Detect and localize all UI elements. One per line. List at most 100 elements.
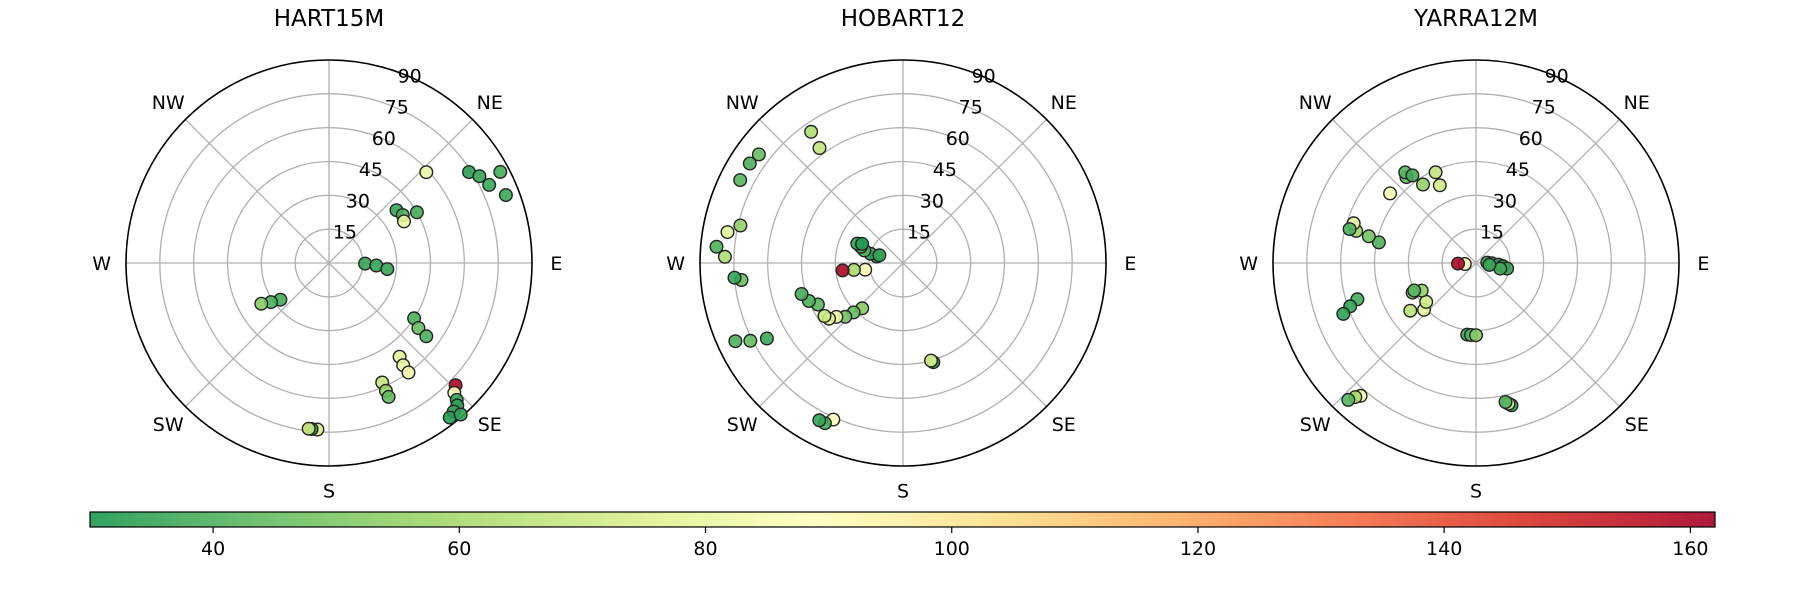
data-point — [855, 236, 870, 251]
r-tick-label: 90 — [1545, 65, 1569, 87]
r-tick-label: 75 — [385, 97, 409, 119]
data-point — [728, 334, 743, 349]
data-point — [835, 263, 850, 278]
direction-label-e: E — [1697, 253, 1709, 275]
r-tick-label: 60 — [372, 128, 396, 150]
direction-label-se: SE — [1052, 414, 1076, 436]
direction-label-e: E — [550, 253, 562, 275]
colorbar-ticks: 40 60 80 100 120 140 160 — [201, 527, 1709, 560]
r-tick-label: 90 — [398, 65, 422, 87]
data-point — [381, 389, 396, 404]
data-point — [1498, 395, 1513, 410]
panel-title: HART15M — [274, 6, 385, 32]
colorbar: 40 60 80 100 120 140 160 — [89, 511, 1716, 560]
data-point — [720, 225, 735, 240]
data-point — [794, 287, 809, 302]
panel-title: HOBART12 — [841, 6, 966, 32]
direction-label-sw: SW — [1300, 414, 1331, 436]
r-tick-label: 60 — [1519, 128, 1543, 150]
grid-spoke — [1331, 262, 1477, 408]
r-tick-label: 30 — [920, 190, 944, 212]
direction-label-w: W — [666, 253, 685, 275]
data-point — [817, 309, 832, 324]
polar-frame — [699, 59, 1107, 467]
r-tick-label: 45 — [933, 159, 957, 181]
data-point — [743, 333, 758, 348]
polar-panel-2: 15 30 45 60 75 90 E NE NW W SW S SE YARRA12M — [1239, 6, 1709, 502]
data-point — [709, 239, 724, 254]
data-point — [1403, 303, 1418, 318]
data-point — [1371, 235, 1386, 250]
grid-spoke — [902, 118, 1048, 264]
data-point — [453, 407, 468, 422]
data-point — [1432, 178, 1447, 193]
r-tick-label: 60 — [946, 128, 970, 150]
data-point — [493, 164, 508, 179]
data-point — [1482, 257, 1497, 272]
data-point — [812, 140, 827, 155]
r-tick-label: 45 — [1506, 159, 1530, 181]
data-point — [804, 124, 819, 139]
colorbar-gradient — [89, 511, 1716, 528]
colorbar-tick-label: 140 — [1426, 538, 1462, 560]
r-tick-label: 15 — [333, 222, 357, 244]
direction-label-s: S — [897, 480, 909, 502]
direction-label-nw: NW — [726, 92, 759, 114]
r-tick-label: 90 — [972, 65, 996, 87]
data-point — [1468, 328, 1483, 343]
grid-spoke — [758, 262, 904, 408]
panel-title: YARRA12M — [1413, 6, 1538, 32]
data-point — [733, 218, 748, 233]
data-point — [1336, 306, 1351, 321]
data-point — [1450, 256, 1465, 271]
colorbar-tick-label: 60 — [447, 538, 471, 560]
data-point — [1383, 186, 1398, 201]
data-point — [717, 249, 732, 264]
data-point — [254, 296, 269, 311]
direction-label-sw: SW — [727, 414, 758, 436]
r-tick-label: 45 — [359, 159, 383, 181]
grid-spoke — [328, 118, 474, 264]
data-point — [872, 248, 887, 263]
data-point — [1405, 168, 1420, 183]
data-point — [1428, 165, 1443, 180]
direction-label-se: SE — [1625, 414, 1649, 436]
grid-spoke — [758, 118, 904, 264]
data-point — [751, 147, 766, 162]
grid-spoke — [1331, 118, 1477, 264]
data-point — [472, 169, 487, 184]
data-point — [411, 321, 426, 336]
grid-spoke — [184, 118, 330, 264]
direction-label-ne: NE — [1051, 92, 1077, 114]
data-point — [812, 413, 827, 428]
colorbar-tick-label: 160 — [1672, 538, 1708, 560]
direction-label-s: S — [323, 480, 335, 502]
data-point — [742, 156, 757, 171]
data-point — [1407, 283, 1422, 298]
grid-spoke — [1475, 262, 1621, 408]
grid-spoke — [902, 262, 1048, 408]
direction-label-s: S — [1470, 480, 1482, 502]
direction-label-w: W — [1239, 253, 1258, 275]
r-tick-label: 75 — [1532, 97, 1556, 119]
polar-panels: 153045607590ENENWWSWSSEHART15M1530456075… — [92, 6, 1709, 502]
direction-label-e: E — [1124, 253, 1136, 275]
data-point — [401, 365, 416, 380]
data-point — [301, 421, 316, 436]
data-point — [419, 329, 434, 344]
data-point — [759, 331, 774, 346]
polar-panel-0: 15 30 45 60 75 90 E NE NW W SW S SE HART15M — [92, 6, 562, 502]
data-point — [733, 173, 748, 188]
direction-label-nw: NW — [152, 92, 185, 114]
colorbar-tick-label: 120 — [1180, 538, 1216, 560]
data-point — [1415, 177, 1430, 192]
data-point — [409, 205, 424, 220]
r-tick-label: 15 — [907, 222, 931, 244]
r-tick-label: 15 — [1480, 222, 1504, 244]
r-tick-label: 75 — [959, 97, 983, 119]
direction-label-ne: NE — [477, 92, 503, 114]
data-point — [397, 214, 412, 229]
data-point — [380, 262, 395, 277]
polar-frame — [125, 59, 533, 467]
